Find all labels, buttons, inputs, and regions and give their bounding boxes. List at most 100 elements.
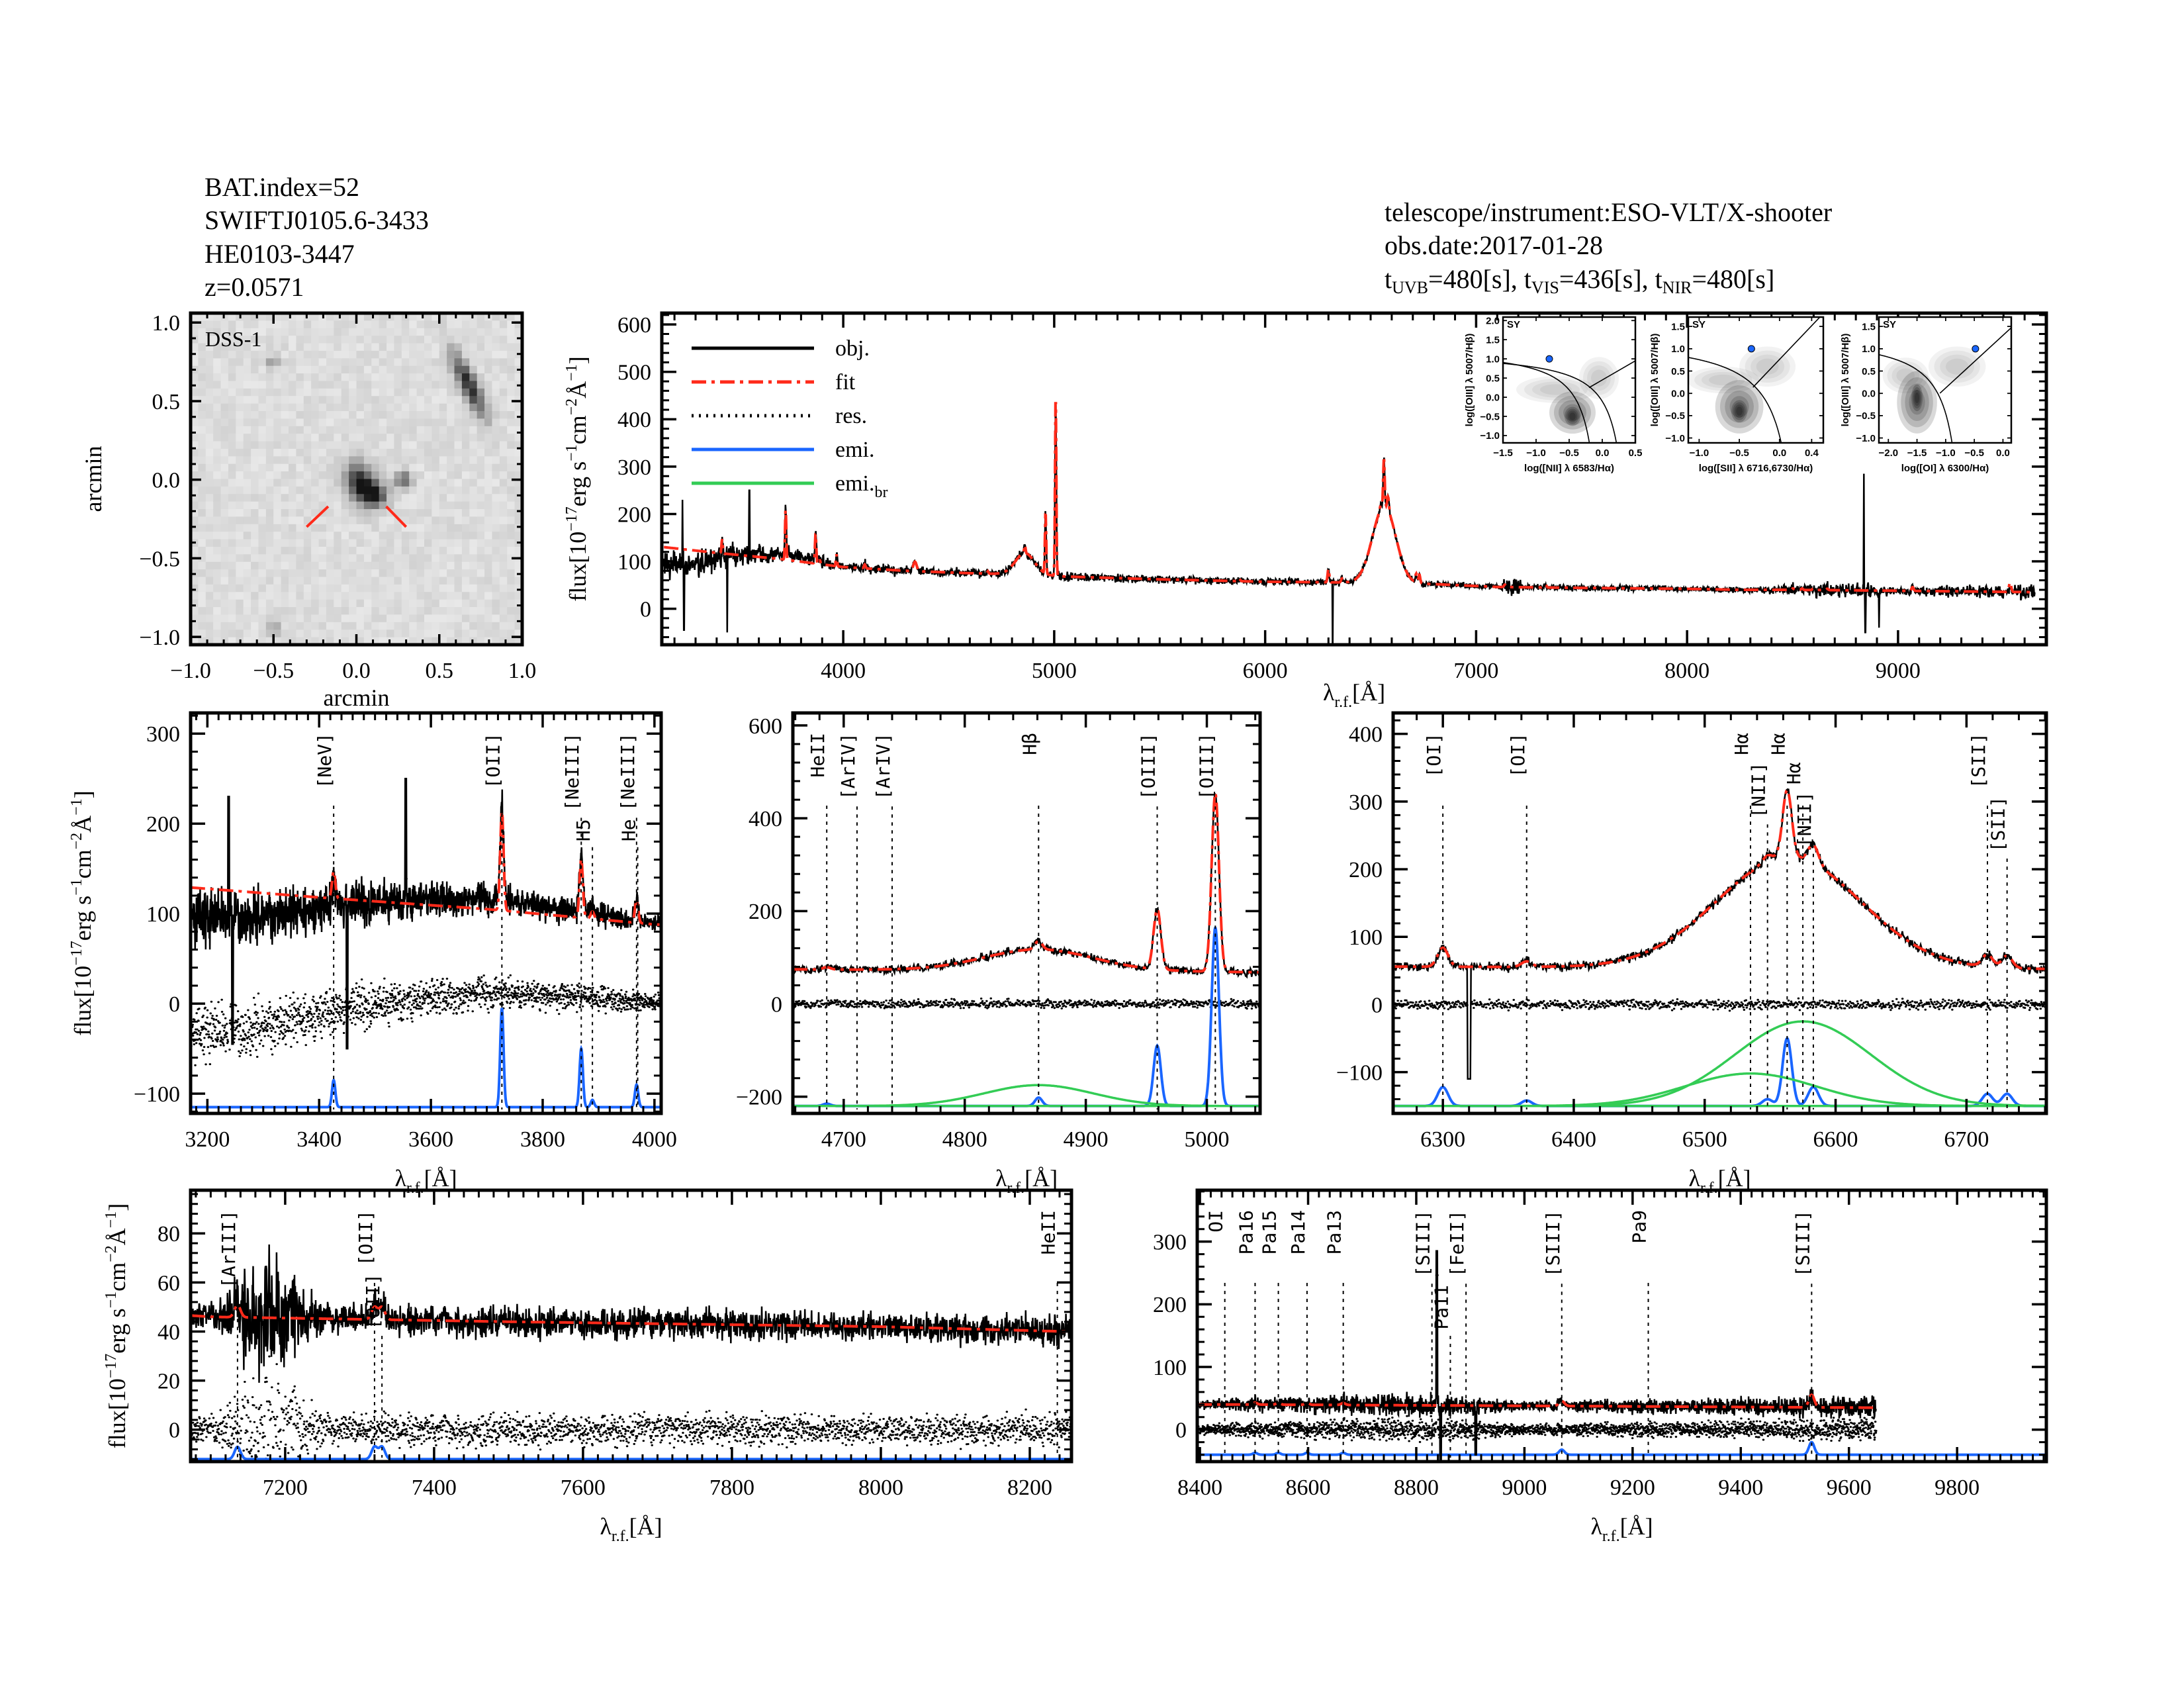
- image-pixel: [401, 622, 410, 630]
- image-pixel: [439, 336, 447, 344]
- image-pixel: [461, 336, 470, 344]
- image-pixel: [191, 328, 199, 336]
- image-pixel: [303, 373, 312, 382]
- x-label-symbol: λ: [600, 1513, 612, 1540]
- image-pixel: [281, 388, 289, 397]
- image-pixel: [356, 350, 365, 359]
- image-pixel: [318, 365, 327, 374]
- image-pixel: [334, 524, 342, 532]
- image-pixel: [477, 546, 485, 555]
- image-pixel: [341, 516, 349, 525]
- image-pixel: [326, 592, 334, 600]
- image-pixel: [484, 411, 493, 420]
- image-pixel: [326, 350, 334, 359]
- image-pixel: [379, 494, 387, 502]
- image-pixel: [220, 584, 229, 592]
- image-pixel: [492, 561, 500, 570]
- image-pixel: [409, 381, 418, 389]
- image-pixel: [296, 456, 304, 465]
- image-pixel: [228, 463, 236, 472]
- image-pixel: [469, 539, 478, 547]
- image-pixel: [273, 637, 282, 645]
- image-pixel: [356, 569, 365, 578]
- image-pixel: [228, 448, 236, 457]
- image-pixel: [265, 358, 274, 367]
- y-label-text: flux[10: [565, 532, 591, 602]
- line-label: [NII]: [1748, 762, 1770, 818]
- image-pixel: [469, 614, 478, 623]
- y-tick-label: −200: [736, 1086, 782, 1110]
- image-pixel: [371, 388, 380, 397]
- image-pixel: [326, 479, 334, 487]
- y-tick-label: 600: [617, 313, 651, 338]
- image-pixel: [251, 441, 259, 449]
- image-pixel: [507, 614, 516, 623]
- image-pixel: [296, 554, 304, 563]
- source-point: [1972, 345, 1979, 353]
- class-label: SY: [1692, 319, 1706, 330]
- image-pixel: [356, 456, 365, 465]
- image-pixel: [379, 373, 387, 382]
- image-pixel: [492, 622, 500, 630]
- image-pixel: [341, 561, 349, 570]
- image-pixel: [492, 463, 500, 472]
- image-pixel: [447, 546, 455, 555]
- image-pixel: [409, 448, 418, 457]
- image-pixel: [363, 320, 372, 329]
- image-pixel: [236, 434, 244, 442]
- image-pixel: [356, 343, 365, 352]
- image-pixel: [356, 381, 365, 389]
- image-pixel: [334, 358, 342, 367]
- image-pixel: [334, 373, 342, 382]
- image-pixel: [356, 336, 365, 344]
- x-tick-label: 8400: [1177, 1476, 1222, 1500]
- image-pixel: [416, 532, 425, 540]
- image-pixel: [484, 336, 493, 344]
- image-pixel: [281, 448, 289, 457]
- image-pixel: [349, 396, 357, 404]
- image-pixel: [205, 403, 214, 412]
- image-pixel: [191, 343, 199, 352]
- image-pixel: [447, 463, 455, 472]
- header-right: telescope/instrument:ESO-VLT/X-shooter o…: [1385, 197, 1832, 297]
- image-pixel: [303, 577, 312, 585]
- x-tick-label: 4700: [821, 1127, 866, 1152]
- image-pixel: [514, 463, 523, 472]
- image-pixel: [499, 463, 508, 472]
- image-pixel: [379, 381, 387, 389]
- image-pixel: [394, 313, 402, 321]
- image-pixel: [394, 524, 402, 532]
- image-pixel: [416, 509, 425, 518]
- image-pixel: [409, 441, 418, 449]
- image-pixel: [334, 584, 342, 592]
- image-pixel: [484, 494, 493, 502]
- y-tick-label: 200: [617, 502, 651, 527]
- image-pixel: [349, 456, 357, 465]
- image-pixel: [409, 630, 418, 638]
- image-pixel: [484, 426, 493, 434]
- image-pixel: [432, 336, 440, 344]
- image-pixel: [205, 388, 214, 397]
- image-pixel: [363, 313, 372, 321]
- image-pixel: [461, 403, 470, 412]
- y-tick-label: 40: [158, 1320, 180, 1344]
- image-pixel: [432, 328, 440, 336]
- image-pixel: [439, 524, 447, 532]
- image-pixel: [409, 614, 418, 623]
- image-pixel: [401, 516, 410, 525]
- image-pixel: [363, 350, 372, 359]
- image-pixel: [311, 411, 320, 420]
- image-pixel: [341, 592, 349, 600]
- y-tick-label: 0: [169, 1419, 180, 1443]
- image-pixel: [236, 554, 244, 563]
- image-pixel: [341, 637, 349, 645]
- image-pixel: [265, 328, 274, 336]
- image-pixel: [401, 418, 410, 427]
- image-pixel: [318, 343, 327, 352]
- image-pixel: [507, 343, 516, 352]
- image-pixel: [243, 494, 251, 502]
- image-pixel: [220, 336, 229, 344]
- image-pixel: [514, 524, 523, 532]
- image-pixel: [439, 577, 447, 585]
- image-pixel: [326, 336, 334, 344]
